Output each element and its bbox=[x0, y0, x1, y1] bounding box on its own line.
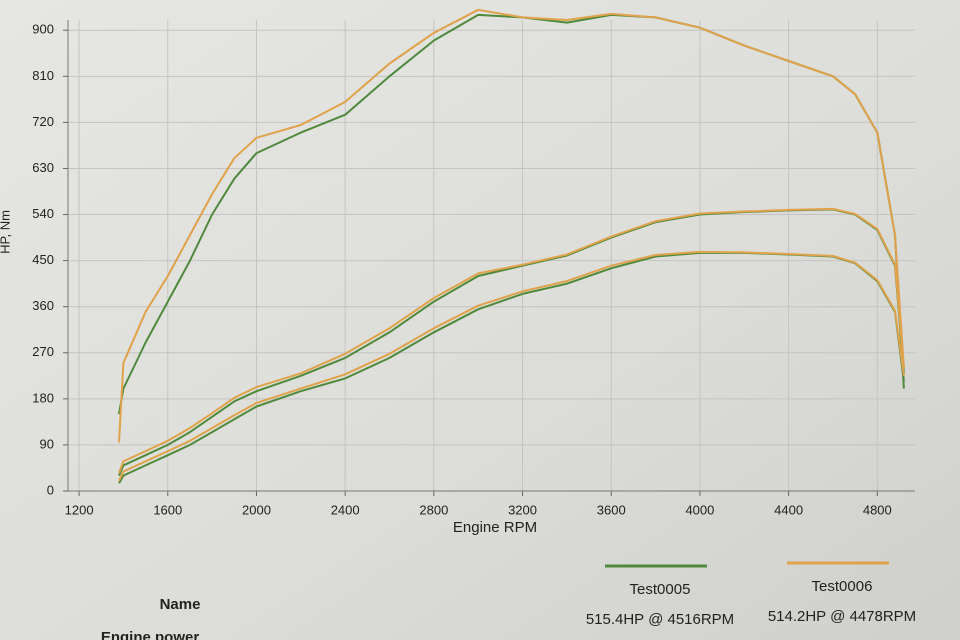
table-header: Name bbox=[160, 596, 201, 613]
x-tick-label: 4000 bbox=[685, 502, 714, 517]
y-tick-label: 360 bbox=[32, 298, 54, 313]
legend-label: Test0006 bbox=[812, 578, 873, 595]
y-tick-label: 810 bbox=[32, 68, 54, 83]
y-axis-label: HP, Nm bbox=[0, 210, 12, 254]
x-tick-label: 2800 bbox=[419, 502, 448, 517]
legend-label: Test0005 bbox=[630, 581, 691, 598]
y-tick-label: 900 bbox=[32, 22, 54, 37]
y-tick-label: 720 bbox=[32, 114, 54, 129]
y-tick-label: 630 bbox=[32, 160, 54, 175]
x-tick-label: 2400 bbox=[331, 502, 360, 517]
x-tick-label: 2000 bbox=[242, 502, 271, 517]
curve bbox=[118, 8, 905, 443]
y-tick-label: 0 bbox=[47, 482, 54, 497]
y-tick-label: 540 bbox=[32, 206, 54, 221]
x-tick-label: 4400 bbox=[774, 502, 803, 517]
y-tick-label: 270 bbox=[32, 344, 54, 359]
x-tick-label: 1600 bbox=[153, 502, 182, 517]
table-row-label: Engine power bbox=[101, 629, 200, 640]
curve bbox=[118, 250, 905, 482]
x-tick-label: 3600 bbox=[597, 502, 626, 517]
x-tick-label: 1200 bbox=[65, 502, 94, 517]
x-axis-label: Engine RPM bbox=[453, 519, 537, 536]
y-tick-label: 180 bbox=[32, 390, 54, 405]
y-tick-label: 90 bbox=[40, 436, 54, 451]
x-tick-label: 4800 bbox=[863, 502, 892, 517]
curve bbox=[118, 207, 905, 474]
y-tick-label: 450 bbox=[32, 252, 54, 267]
x-tick-label: 3200 bbox=[508, 502, 537, 517]
legend-summary: 515.4HP @ 4516RPM bbox=[586, 611, 734, 628]
legend-summary: 514.2HP @ 4478RPM bbox=[768, 608, 916, 625]
